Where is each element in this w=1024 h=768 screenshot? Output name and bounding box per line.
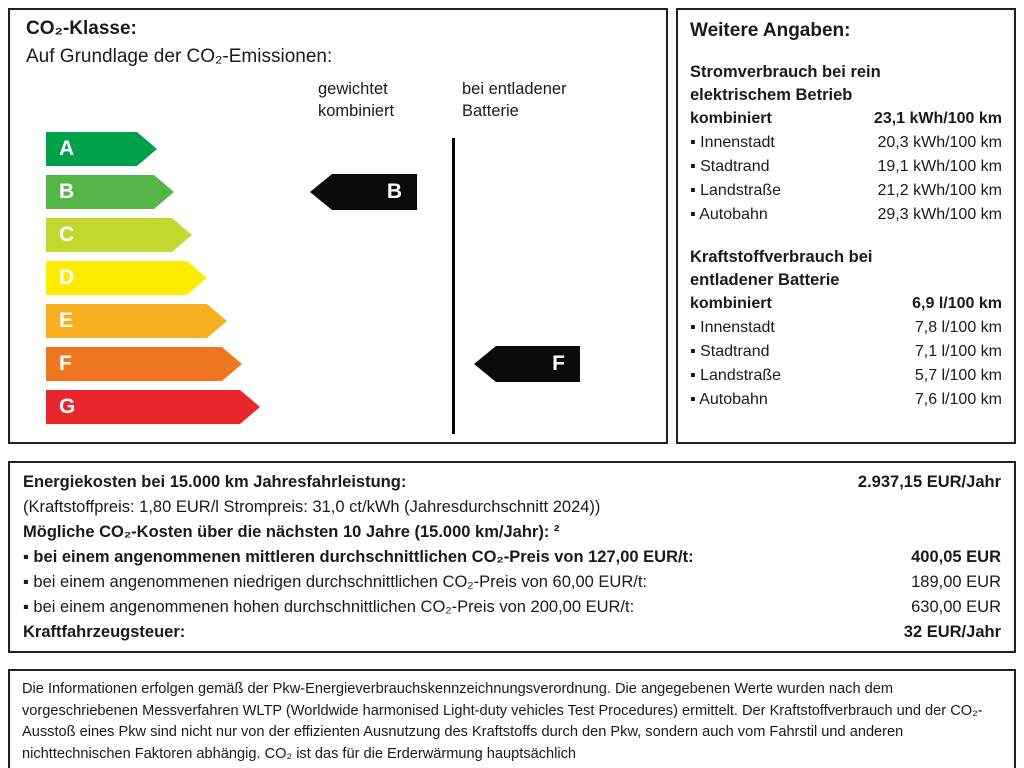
cost-row: ▪ bei einem angenommenen niedrigen durch… (23, 570, 1001, 595)
fuel-consumption-heading: Kraftstoffverbrauch bei entladener Batte… (690, 248, 873, 289)
co2-class-arrow-a: A (46, 132, 157, 166)
detail-label: kombiniert (690, 110, 772, 127)
depleted-battery-header: bei entladener Batterie (462, 78, 567, 122)
cost-label: Mögliche CO₂-Kosten über die nächsten 10… (23, 523, 560, 541)
cost-row: ▪ bei einem angenommenen hohen durchschn… (23, 595, 1001, 620)
weighted-class-marker: B (310, 174, 417, 210)
detail-value: 23,1 kWh/100 km (873, 110, 1002, 127)
cost-label: (Kraftstoffpreis: 1,80 EUR/l Strompreis:… (23, 498, 601, 516)
column-divider (452, 138, 455, 434)
co2-class-arrow-e: E (46, 304, 227, 338)
detail-label: ▪ Innenstadt (690, 134, 775, 151)
cost-label: Energiekosten bei 15.000 km Jahresfahrle… (23, 473, 407, 491)
detail-row: kombiniert 6,9 l/100 km (690, 292, 1002, 316)
detail-value: 7,8 l/100 km (914, 319, 1002, 336)
co2-class-arrow-d: D (46, 261, 207, 295)
class-letter: C (59, 223, 75, 246)
detail-label: ▪ Autobahn (690, 391, 768, 408)
cost-row: Kraftfahrzeugsteuer: 32 EUR/Jahr (23, 620, 1001, 645)
cost-label: ▪ bei einem angenommenen mittleren durch… (23, 548, 694, 566)
detail-value: 19,1 kWh/100 km (877, 158, 1003, 175)
weighted-header-line1: gewichtet (318, 80, 388, 98)
detail-value: 7,6 l/100 km (914, 391, 1002, 408)
class-letter: F (59, 352, 72, 375)
co2-class-arrow-b: B (46, 175, 174, 209)
weighted-class-value: B (386, 180, 402, 203)
cost-value: 32 EUR/Jahr (903, 623, 1001, 641)
depleted-class-value: F (552, 352, 565, 375)
legal-notice-panel: Die Informationen erfolgen gemäß der Pkw… (8, 669, 1016, 768)
detail-label: ▪ Autobahn (690, 206, 768, 223)
co2-class-arrow-c: C (46, 218, 192, 252)
class-letter: D (59, 266, 75, 289)
details-panel-title: Weitere Angaben: (690, 20, 851, 41)
weighted-header-line2: kombiniert (318, 102, 395, 120)
cost-value: 189,00 EUR (911, 573, 1001, 591)
co2-class-scale: A B C D E F G (46, 132, 260, 433)
detail-row: ▪ Landstraße 21,2 kWh/100 km (690, 179, 1002, 203)
co2-class-panel: CO₂-Klasse: Auf Grundlage der CO₂-Emissi… (8, 8, 668, 444)
detail-value: 7,1 l/100 km (914, 343, 1002, 360)
cost-label: Kraftfahrzeugsteuer: (23, 623, 186, 641)
electric-consumption-heading: Stromverbrauch bei rein elektrischem Bet… (690, 63, 881, 104)
detail-row: ▪ Stadtrand 7,1 l/100 km (690, 340, 1002, 364)
cost-label: ▪ bei einem angenommenen hohen durchschn… (23, 598, 635, 616)
detail-value: 21,2 kWh/100 km (877, 182, 1003, 199)
class-letter: E (59, 309, 74, 332)
depleted-header-line2: Batterie (462, 102, 519, 120)
depleted-class-marker: F (474, 346, 580, 382)
detail-label: ▪ Stadtrand (690, 158, 770, 175)
detail-label: ▪ Innenstadt (690, 319, 775, 336)
co2-panel-title: CO₂-Klasse: (26, 18, 137, 39)
class-letter: G (59, 395, 76, 418)
cost-value: 400,05 EUR (911, 548, 1001, 566)
cost-row: ▪ bei einem angenommenen mittleren durch… (23, 545, 1001, 570)
cost-row: Mögliche CO₂-Kosten über die nächsten 10… (23, 520, 1001, 545)
class-letter: B (59, 180, 75, 203)
legal-notice-text: Die Informationen erfolgen gemäß der Pkw… (22, 681, 983, 762)
detail-row: ▪ Landstraße 5,7 l/100 km (690, 364, 1002, 388)
further-details-panel: Weitere Angaben: Stromverbrauch bei rein… (676, 8, 1016, 444)
detail-label: ▪ Stadtrand (690, 343, 770, 360)
detail-row: ▪ Innenstadt 7,8 l/100 km (690, 316, 1002, 340)
detail-label: ▪ Landstraße (690, 182, 782, 199)
detail-value: 29,3 kWh/100 km (877, 206, 1003, 223)
detail-row: ▪ Innenstadt 20,3 kWh/100 km (690, 131, 1002, 155)
weighted-combined-header: gewichtet kombiniert (318, 78, 394, 122)
co2-class-arrow-f: F (46, 347, 242, 381)
detail-value: 5,7 l/100 km (914, 367, 1002, 384)
energy-costs-panel: Energiekosten bei 15.000 km Jahresfahrle… (8, 461, 1016, 653)
co2-panel-subtitle: Auf Grundlage der CO₂-Emissionen: (26, 46, 333, 67)
cost-row: (Kraftstoffpreis: 1,80 EUR/l Strompreis:… (23, 495, 1001, 520)
class-letter: A (59, 137, 75, 160)
cost-value: 2.937,15 EUR/Jahr (857, 473, 1001, 491)
cost-value: 630,00 EUR (911, 598, 1001, 616)
cost-label: ▪ bei einem angenommenen niedrigen durch… (23, 573, 648, 591)
cost-row: Energiekosten bei 15.000 km Jahresfahrle… (23, 470, 1001, 495)
detail-row: kombiniert 23,1 kWh/100 km (690, 107, 1002, 131)
co2-class-arrow-g: G (46, 390, 260, 424)
depleted-header-line1: bei entladener (462, 80, 567, 98)
detail-label: ▪ Landstraße (690, 367, 782, 384)
detail-row: ▪ Autobahn 7,6 l/100 km (690, 388, 1002, 412)
detail-row: ▪ Stadtrand 19,1 kWh/100 km (690, 155, 1002, 179)
detail-label: kombiniert (690, 295, 772, 312)
detail-value: 6,9 l/100 km (912, 295, 1002, 312)
detail-value: 20,3 kWh/100 km (877, 134, 1003, 151)
detail-row: ▪ Autobahn 29,3 kWh/100 km (690, 203, 1002, 227)
